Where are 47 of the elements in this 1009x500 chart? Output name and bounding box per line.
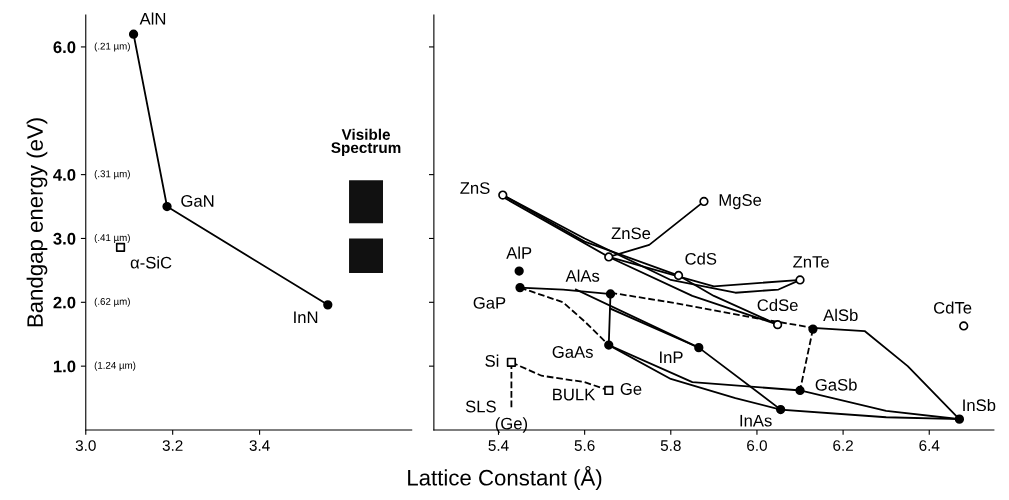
x-tick-label: 3.0: [75, 440, 96, 451]
annotation: InAs: [740, 414, 772, 427]
annotation: ZnTe: [793, 256, 829, 268]
annotation: (.62 µm): [94, 297, 130, 307]
x-tick-label: 5.6: [574, 440, 595, 451]
annotation: (1.24 µm): [94, 361, 136, 371]
x-tick-label: 5.4: [488, 440, 509, 451]
y-tick-label: 1.0: [53, 360, 76, 373]
annotation: AlN: [139, 12, 166, 25]
annotation: (.41 µm): [94, 233, 130, 243]
annotation: InSb: [963, 398, 996, 412]
annotation: AlAs: [565, 269, 600, 282]
x-tick-label: 6.2: [833, 440, 853, 451]
x-tick-label: 3.4: [249, 440, 270, 451]
annotation: MgSe: [719, 194, 762, 210]
annotation: ZnSe: [611, 227, 651, 240]
x-tick-label: 6.4: [919, 440, 940, 451]
y-tick-label: 6.0: [53, 41, 76, 54]
x-tick-label: 3.2: [162, 440, 183, 451]
annotation: Ge: [620, 383, 642, 395]
x-tick-label: 5.8: [660, 440, 681, 451]
annotation: (.21 µm): [94, 42, 130, 52]
y-tick-label: 2.0: [53, 296, 76, 309]
annotation: Si: [485, 354, 499, 367]
annotation: GaN: [181, 195, 214, 207]
annotation: InN: [294, 311, 318, 324]
y-tick-label: 4.0: [53, 169, 76, 181]
annotation: AlP: [506, 246, 532, 259]
x-tick-label: 6.0: [747, 440, 767, 451]
annotation: AlSb: [823, 308, 858, 322]
annotation: GaAs: [552, 346, 593, 358]
annotation: CdTe: [934, 301, 972, 314]
annotation: (Ge): [495, 417, 528, 433]
annotation: ZnS: [460, 182, 490, 194]
annotation: Visible Spectrum: [331, 128, 401, 157]
y-tick-label: 3.0: [53, 232, 76, 245]
annotation: InP: [660, 351, 683, 364]
annotation: α-SiC: [130, 256, 172, 269]
annotation: GaSb: [815, 378, 857, 391]
annotation: BULK: [553, 388, 596, 401]
y-axis-title: Bandgap energy (eV): [26, 118, 48, 327]
x-axis-title: Lattice Constant (Å): [408, 465, 602, 490]
annotation: SLS: [465, 400, 496, 413]
annotation: (.31 µm): [94, 170, 130, 180]
annotation: CdS: [685, 252, 717, 265]
annotation: GaP: [473, 296, 506, 309]
annotation: CdSe: [757, 298, 798, 312]
